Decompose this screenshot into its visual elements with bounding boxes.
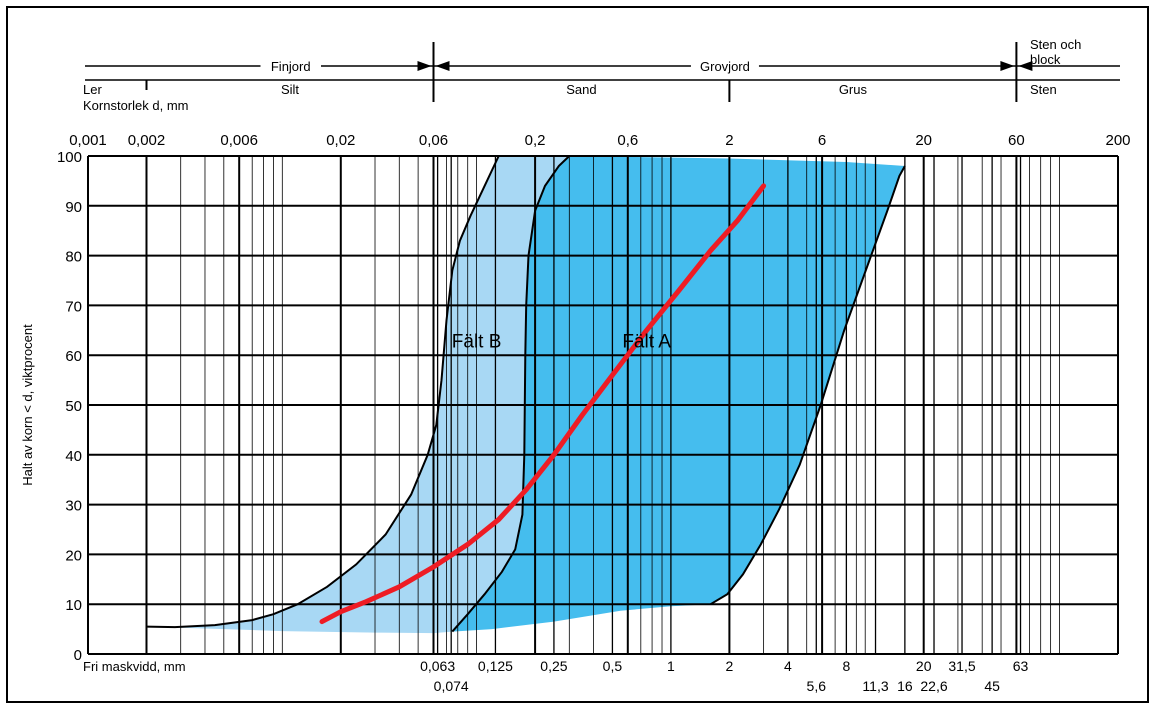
- x-top-tick-label: 200: [1105, 132, 1130, 149]
- x-top-tick-label: 0,001: [69, 132, 107, 149]
- x-sieve-label: 0,25: [540, 658, 567, 674]
- x-top-tick-label: 0,02: [326, 132, 355, 149]
- arrow-finjord-end: [417, 61, 432, 71]
- y-tick-label: 40: [65, 448, 82, 465]
- x-sieve-label: 0,074: [434, 678, 469, 694]
- x-sieve-label: 45: [984, 678, 1000, 694]
- class-label-line: Sten och: [1030, 37, 1081, 52]
- y-tick-label: 30: [65, 498, 82, 515]
- field-b-left-boundary: [146, 155, 500, 629]
- y-tick-label: 70: [65, 298, 82, 315]
- y-tick-label: 10: [65, 597, 82, 614]
- y-tick-label: 20: [65, 547, 82, 564]
- y-tick-label: 60: [65, 348, 82, 365]
- x-axis-title-top: Kornstorlek d, mm: [83, 98, 188, 113]
- x-top-tick-label: 0,002: [128, 132, 166, 149]
- grading-curve: [319, 183, 767, 625]
- x-sieve-label: 22,6: [920, 678, 947, 694]
- class-label-bg: [260, 58, 321, 74]
- x-sieve-label: 1: [667, 658, 675, 674]
- class-label-bottom: Silt: [281, 82, 299, 97]
- x-sieve-label: 20: [916, 658, 932, 674]
- x-top-tick-label: 2: [725, 132, 733, 149]
- x-sieve-label: 63: [1013, 658, 1029, 674]
- x-top-tick-label: 0,6: [617, 132, 638, 149]
- class-label-bg: [690, 58, 759, 74]
- arrow-grovjord-end: [1000, 61, 1015, 71]
- y-tick-label: 100: [57, 149, 82, 166]
- curve-layer: [146, 155, 906, 633]
- x-sieve-label: 31,5: [948, 658, 975, 674]
- field-a-right-boundary: [710, 165, 906, 606]
- x-top-tick-label: 0,2: [525, 132, 546, 149]
- class-bands: [85, 42, 1120, 102]
- x-top-tick-label: 60: [1008, 132, 1025, 149]
- class-label-bottom: Sten: [1030, 82, 1057, 97]
- class-label-bottom: Grus: [839, 82, 868, 97]
- grid-layer: [87, 155, 1119, 655]
- field-label: Fält A: [622, 331, 671, 352]
- class-label-bottom: Ler: [83, 82, 102, 97]
- x-top-tick-label: 6: [818, 132, 826, 149]
- x-axis-title-bottom: Fri maskvidd, mm: [83, 659, 186, 674]
- y-tick-label: 0: [74, 647, 82, 664]
- field-boundary-middle: [451, 155, 570, 633]
- x-sieve-label: 0,125: [478, 658, 513, 674]
- y-tick-label: 90: [65, 199, 82, 216]
- chart-frame: [6, 6, 1149, 703]
- field-area-a: [452, 156, 905, 632]
- class-label-top: Grovjord: [700, 59, 750, 74]
- class-label-top: Finjord: [271, 59, 311, 74]
- class-label-sten-och-block: Sten och block: [1030, 37, 1081, 67]
- arrow-grovjord-start: [435, 61, 450, 71]
- x-top-tick-label: 20: [915, 132, 932, 149]
- x-sieve-label: 16: [897, 678, 913, 694]
- x-sieve-label: 4: [784, 658, 792, 674]
- field-label: Fält B: [452, 331, 502, 352]
- class-label-bottom: Sand: [566, 82, 596, 97]
- class-label-line: block: [1030, 52, 1061, 67]
- x-top-tick-label: 0,006: [220, 132, 258, 149]
- y-axis-title: Halt av korn < d, viktprocent: [20, 324, 35, 486]
- x-sieve-label: 11,3: [862, 678, 888, 694]
- y-tick-label: 50: [65, 398, 82, 415]
- field-area-b: [146, 156, 570, 634]
- y-tick-label: 80: [65, 249, 82, 266]
- x-sieve-label: 0,063: [420, 658, 455, 674]
- x-sieve-label: 8: [842, 658, 850, 674]
- fields-layer: [146, 156, 905, 634]
- x-top-tick-label: 0,06: [419, 132, 448, 149]
- x-sieve-label: 2: [725, 658, 733, 674]
- arrow-sten-start: [1018, 61, 1033, 71]
- x-sieve-label: 0,5: [603, 658, 623, 674]
- x-sieve-label: 5,6: [807, 678, 827, 694]
